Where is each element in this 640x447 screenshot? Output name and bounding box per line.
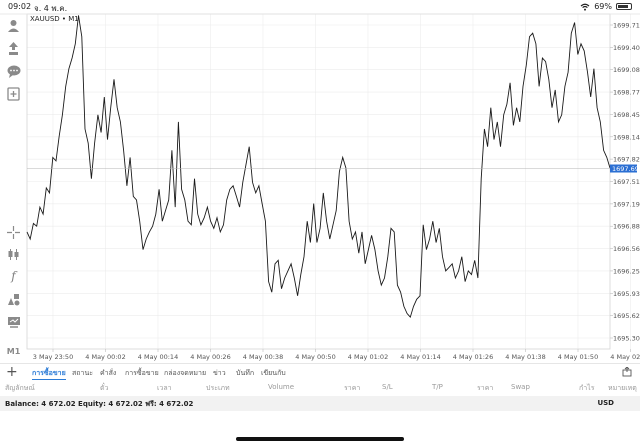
y-tick-label: 1699.400 [613, 44, 640, 52]
crosshair-icon[interactable] [5, 224, 22, 240]
current-price-label: 1697.693 [612, 165, 640, 173]
col-swap: Swap [511, 383, 530, 391]
x-tick-label: 4 May 00:38 [243, 353, 283, 361]
left-toolbar: f M1 [0, 14, 27, 360]
status-right: 69% [580, 2, 632, 11]
terminal-tabs: + การซื้อขาย สถานะ คำสั่ง การซื้อขาย กล่… [0, 363, 640, 381]
tab-trade[interactable]: การซื้อขาย [32, 368, 66, 380]
col-sl: S/L [382, 383, 393, 391]
balance-text: Balance: 4 672.02 Equity: 4 672.02 ฟรี: … [5, 400, 194, 408]
col-time: เวลา [157, 384, 172, 392]
candles-icon[interactable] [5, 246, 22, 262]
x-tick-label: 4 May 00:02 [85, 353, 125, 361]
price-series-line [26, 15, 611, 319]
tab-journal[interactable]: บันทึก [236, 369, 255, 377]
tab-mailbox[interactable]: กล่องจดหมาย [164, 369, 207, 377]
x-tick-label: 4 May 01:50 [558, 353, 598, 361]
col-price: ราคา [344, 384, 361, 392]
account-currency: USD [597, 399, 614, 407]
x-tick-label: 4 May 00:26 [190, 353, 230, 361]
y-tick-label: 1698.455 [613, 111, 640, 119]
y-tick-label: 1697.825 [613, 156, 640, 164]
add-tab-icon[interactable]: + [6, 364, 18, 380]
y-tick-label: 1696.250 [613, 267, 640, 275]
y-tick-label: 1699.715 [613, 22, 640, 30]
x-tick-label: 4 May 02:02 [610, 353, 640, 361]
y-tick-label: 1695.935 [613, 290, 640, 298]
y-tick-label: 1699.085 [613, 66, 640, 74]
trade-table-header: สัญลักษณ์ ตั๋ว เวลา ประเภท Volume ราคา S… [0, 381, 640, 395]
battery-percent: 69% [594, 2, 612, 11]
x-tick-label: 4 May 01:02 [348, 353, 388, 361]
y-tick-label: 1698.140 [613, 133, 640, 141]
add-icon[interactable] [5, 86, 22, 102]
indicator-icon[interactable]: f [11, 269, 16, 283]
tab-write[interactable]: เขียนกับ [261, 369, 286, 377]
x-tick-label: 4 May 00:14 [138, 353, 178, 361]
chart-type-icon[interactable] [5, 314, 22, 330]
wifi-icon [580, 3, 590, 11]
y-tick-label: 1697.195 [613, 200, 640, 208]
col-current-price: ราคา [477, 384, 494, 392]
battery-icon [616, 3, 632, 10]
y-tick-label: 1695.620 [613, 312, 640, 320]
objects-icon[interactable] [5, 291, 22, 307]
chat-icon[interactable] [5, 63, 22, 79]
x-tick-label: 3 May 23:50 [33, 353, 73, 361]
tab-history[interactable]: การซื้อขาย [125, 369, 159, 377]
col-symbol: สัญลักษณ์ [5, 384, 35, 392]
x-tick-label: 4 May 01:14 [400, 353, 440, 361]
x-tick-label: 4 May 01:38 [505, 353, 545, 361]
col-type: ประเภท [206, 384, 230, 392]
current-price-badge [610, 164, 637, 173]
col-comment: หมายเหตุ [608, 384, 637, 392]
status-time: 09:02 [8, 2, 32, 11]
timeframe-label[interactable]: M1 [6, 346, 21, 356]
col-profit: กำไร [579, 384, 595, 392]
tab-news[interactable]: ข่าว [213, 369, 226, 377]
status-date: จ. 4 พ.ค. [34, 4, 68, 13]
tab-positions[interactable]: สถานะ [72, 369, 93, 377]
status-bar: 09:02 จ. 4 พ.ค. 69% [0, 0, 640, 14]
col-volume: Volume [268, 383, 295, 391]
tab-orders[interactable]: คำสั่ง [100, 369, 117, 377]
person-icon[interactable] [5, 17, 22, 33]
chart-symbol-label: XAUUSD • M1 [30, 15, 79, 23]
x-tick-label: 4 May 01:26 [453, 353, 493, 361]
y-tick-label: 1695.305 [613, 334, 640, 342]
y-tick-label: 1698.770 [613, 89, 640, 97]
y-tick-label: 1697.510 [613, 178, 640, 186]
trade-icon[interactable] [5, 40, 22, 56]
home-indicator [236, 437, 404, 441]
y-tick-label: 1696.565 [613, 245, 640, 253]
price-chart[interactable]: 1699.715 1699.400 1699.085 1698.770 1698.455… [0, 0, 640, 363]
account-summary: Balance: 4 672.02 Equity: 4 672.02 ฟรี: … [0, 396, 640, 411]
x-tick-label: 4 May 00:50 [295, 353, 335, 361]
col-ticket: ตั๋ว [100, 384, 109, 392]
col-tp: T/P [432, 383, 443, 391]
y-tick-label: 1696.880 [613, 223, 640, 231]
export-icon[interactable] [622, 367, 632, 377]
